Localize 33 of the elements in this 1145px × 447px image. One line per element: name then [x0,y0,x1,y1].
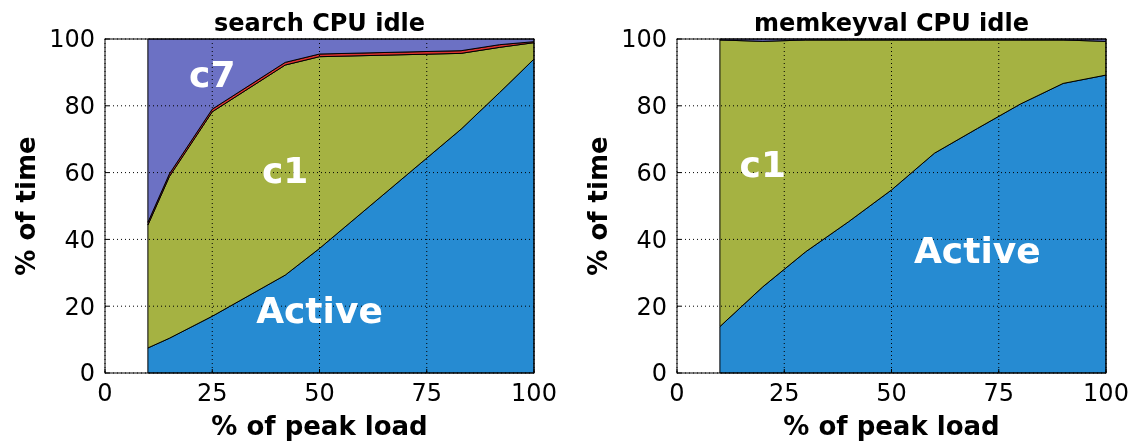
series-label: Active [256,290,383,332]
x-tick-label: 50 [304,379,335,407]
y-tick-label: 100 [621,25,667,54]
y-tick-label: 80 [636,92,667,121]
y-tick-label: 20 [64,292,95,321]
x-tick-label: 100 [1083,379,1129,407]
x-axis-title: % of peak load [783,411,1000,441]
x-tick-label: 75 [983,379,1015,407]
x-tick-label: 75 [411,379,443,407]
x-tick-label: 25 [196,379,228,407]
x-axis-title: % of peak load [211,411,428,441]
x-tick-label: 0 [97,379,113,407]
series-label: c1 [739,143,786,185]
chart-title: memkeyval CPU idle [754,9,1029,37]
series-label: c7 [189,53,236,95]
y-tick-label: 40 [636,225,667,254]
y-tick-label: 20 [636,292,667,321]
series-label: c1 [261,149,309,191]
y-tick-label: 100 [49,25,95,54]
x-tick-label: 25 [768,379,800,407]
chart-title: search CPU idle [213,9,426,37]
y-tick-label: 80 [64,92,95,121]
x-tick-label: 100 [511,379,557,407]
x-tick-label: 0 [669,379,685,407]
y-tick-label: 0 [651,359,667,388]
y-tick-label: 40 [64,225,95,254]
y-tick-label: 60 [636,159,667,187]
series-label: Active [913,230,1041,272]
y-axis-title: % of time [583,136,613,276]
y-tick-label: 0 [79,359,95,388]
y-tick-label: 60 [64,159,95,187]
x-tick-label: 50 [876,379,907,407]
y-axis-title: % of time [11,136,41,276]
